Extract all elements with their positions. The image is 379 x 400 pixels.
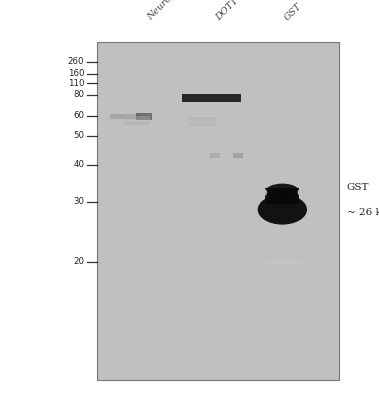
Text: 60: 60	[73, 112, 84, 120]
Ellipse shape	[256, 188, 267, 197]
Bar	[233, 153, 243, 158]
Bar	[265, 188, 299, 204]
Bar	[125, 116, 150, 120]
Text: 160: 160	[67, 70, 84, 78]
Text: ~ 26 kDa: ~ 26 kDa	[347, 208, 379, 217]
Bar	[190, 117, 216, 121]
Text: 110: 110	[67, 79, 84, 88]
Text: 80: 80	[73, 90, 84, 99]
Text: DOT1: DOT1	[214, 0, 240, 22]
Text: 40: 40	[73, 160, 84, 169]
Bar	[182, 94, 241, 102]
Text: GST: GST	[347, 183, 369, 192]
Ellipse shape	[258, 195, 307, 225]
Text: 50: 50	[73, 132, 84, 140]
Bar	[190, 122, 216, 126]
Text: Neurophilin 2: Neurophilin 2	[146, 0, 199, 22]
Text: 20: 20	[73, 258, 84, 266]
Bar	[125, 121, 150, 125]
Bar	[97, 42, 339, 380]
Bar	[110, 114, 140, 119]
Text: 30: 30	[73, 197, 84, 206]
Bar	[265, 260, 301, 264]
Bar	[136, 113, 152, 120]
Ellipse shape	[298, 188, 309, 197]
Text: GST: GST	[282, 1, 303, 22]
Ellipse shape	[265, 184, 299, 200]
Bar	[210, 153, 220, 158]
Text: 260: 260	[67, 58, 84, 66]
